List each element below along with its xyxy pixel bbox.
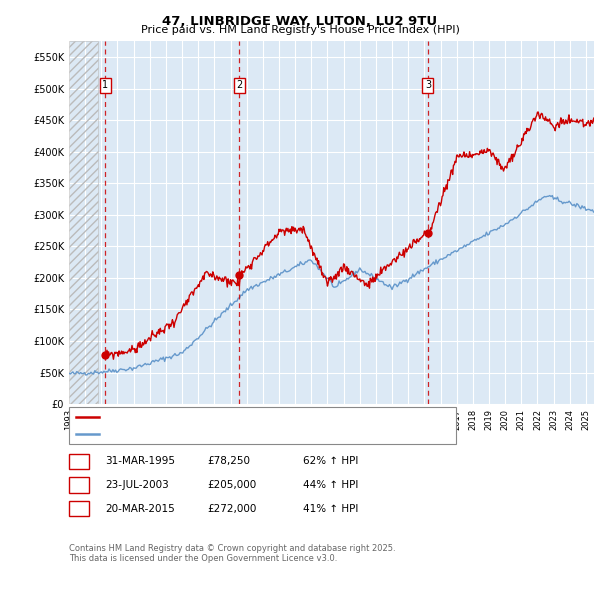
Text: £78,250: £78,250	[207, 457, 250, 466]
Text: £272,000: £272,000	[207, 504, 256, 513]
Text: £205,000: £205,000	[207, 480, 256, 490]
Text: 2: 2	[236, 80, 242, 90]
Text: 1: 1	[76, 457, 82, 466]
Text: 20-MAR-2015: 20-MAR-2015	[105, 504, 175, 513]
Text: 23-JUL-2003: 23-JUL-2003	[105, 480, 169, 490]
Text: 44% ↑ HPI: 44% ↑ HPI	[303, 480, 358, 490]
Text: 47, LINBRIDGE WAY, LUTON, LU2 9TU: 47, LINBRIDGE WAY, LUTON, LU2 9TU	[163, 15, 437, 28]
Bar	[69, 41, 98, 404]
Text: Price paid vs. HM Land Registry's House Price Index (HPI): Price paid vs. HM Land Registry's House …	[140, 25, 460, 35]
Text: 3: 3	[425, 80, 431, 90]
Text: 41% ↑ HPI: 41% ↑ HPI	[303, 504, 358, 513]
Text: 31-MAR-1995: 31-MAR-1995	[105, 457, 175, 466]
Text: 2: 2	[76, 480, 82, 490]
Text: Contains HM Land Registry data © Crown copyright and database right 2025.
This d: Contains HM Land Registry data © Crown c…	[69, 544, 395, 563]
Text: 62% ↑ HPI: 62% ↑ HPI	[303, 457, 358, 466]
Text: 47, LINBRIDGE WAY, LUTON, LU2 9TU (semi-detached house): 47, LINBRIDGE WAY, LUTON, LU2 9TU (semi-…	[102, 412, 400, 422]
Text: 3: 3	[76, 504, 82, 513]
Text: HPI: Average price, semi-detached house, Luton: HPI: Average price, semi-detached house,…	[102, 429, 337, 439]
Text: 1: 1	[102, 80, 109, 90]
